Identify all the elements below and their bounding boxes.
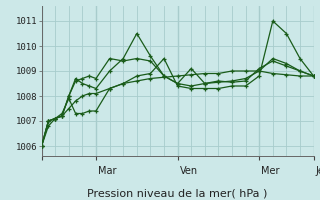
Text: Ven: Ven (180, 166, 198, 176)
Text: Jeu: Jeu (316, 166, 320, 176)
Text: Mer: Mer (261, 166, 280, 176)
Text: Mar: Mar (98, 166, 117, 176)
X-axis label: Pression niveau de la mer( hPa ): Pression niveau de la mer( hPa ) (87, 189, 268, 199)
